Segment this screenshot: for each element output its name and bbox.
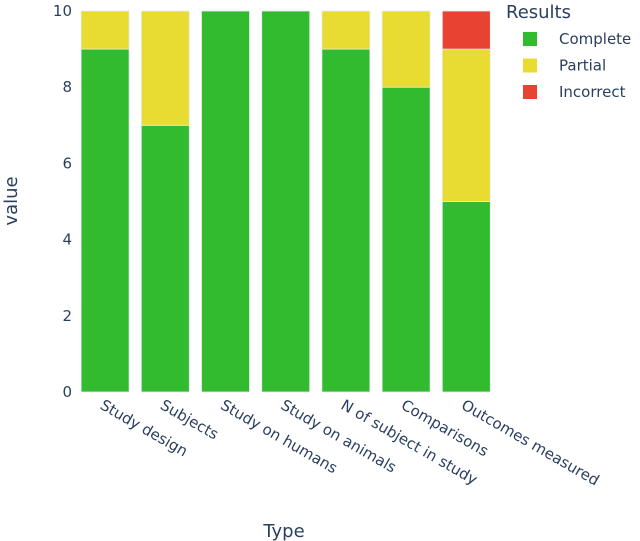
- bar-segment-complete: [381, 86, 431, 393]
- bar-segment-complete: [140, 124, 190, 393]
- y-axis-ticks: 0 2 4 6 8 10: [53, 2, 72, 401]
- bar-segment-partial: [441, 48, 491, 202]
- legend: Results Complete Partial Incorrect: [506, 2, 631, 101]
- y-axis-title: value: [1, 176, 22, 225]
- legend-label-partial: Partial: [559, 57, 606, 75]
- y-tick-label: 10: [53, 2, 72, 20]
- bar-segment-partial: [80, 10, 130, 50]
- y-tick-label: 6: [62, 154, 72, 172]
- bars-layer: [80, 10, 491, 393]
- legend-title: Results: [506, 2, 571, 23]
- legend-label-incorrect: Incorrect: [559, 83, 626, 101]
- y-tick-label: 2: [62, 307, 72, 325]
- bar-segment-complete: [80, 48, 130, 393]
- legend-swatch-partial: [523, 58, 537, 73]
- bar-segment-complete: [321, 48, 371, 393]
- legend-swatch-incorrect: [523, 85, 537, 99]
- bar-segment-complete: [441, 201, 491, 393]
- bar-segment-complete: [261, 10, 311, 393]
- legend-swatch-complete: [523, 32, 537, 46]
- x-axis-title: Type: [262, 521, 304, 541]
- bar-segment-partial: [140, 10, 190, 126]
- y-tick-label: 4: [62, 231, 72, 249]
- y-tick-label: 0: [62, 383, 72, 401]
- bar-segment-partial: [381, 10, 431, 88]
- bar-segment-complete: [201, 10, 250, 393]
- bar-segment-incorrect: [441, 10, 491, 50]
- legend-label-complete: Complete: [559, 30, 631, 48]
- bar-segment-partial: [321, 10, 371, 50]
- y-tick-label: 8: [62, 78, 72, 96]
